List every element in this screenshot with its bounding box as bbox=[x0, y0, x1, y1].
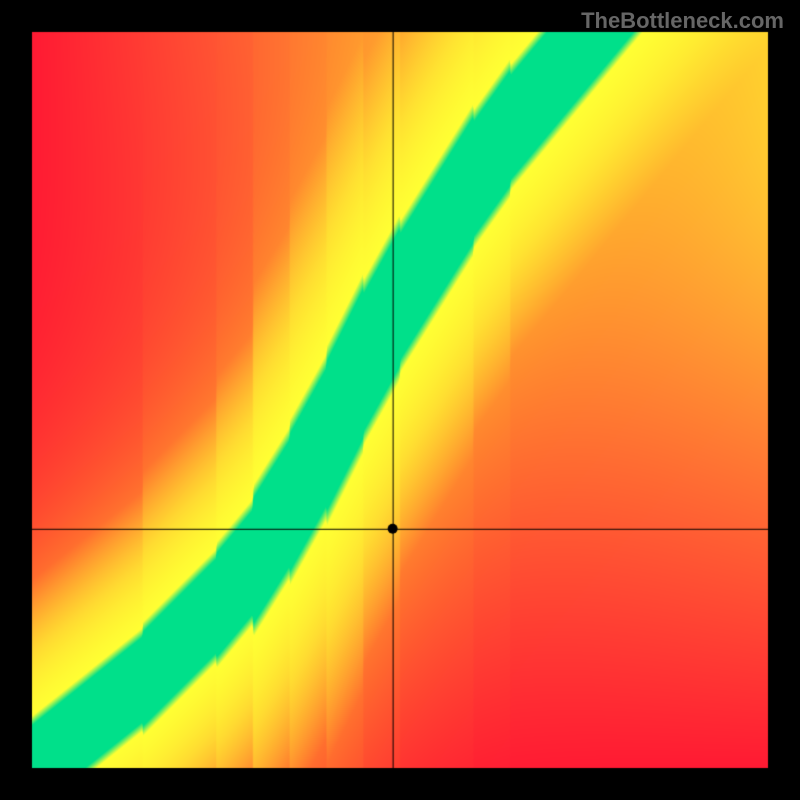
chart-container: TheBottleneck.com bbox=[0, 0, 800, 800]
watermark-text: TheBottleneck.com bbox=[581, 8, 784, 34]
bottleneck-heatmap bbox=[0, 0, 800, 800]
